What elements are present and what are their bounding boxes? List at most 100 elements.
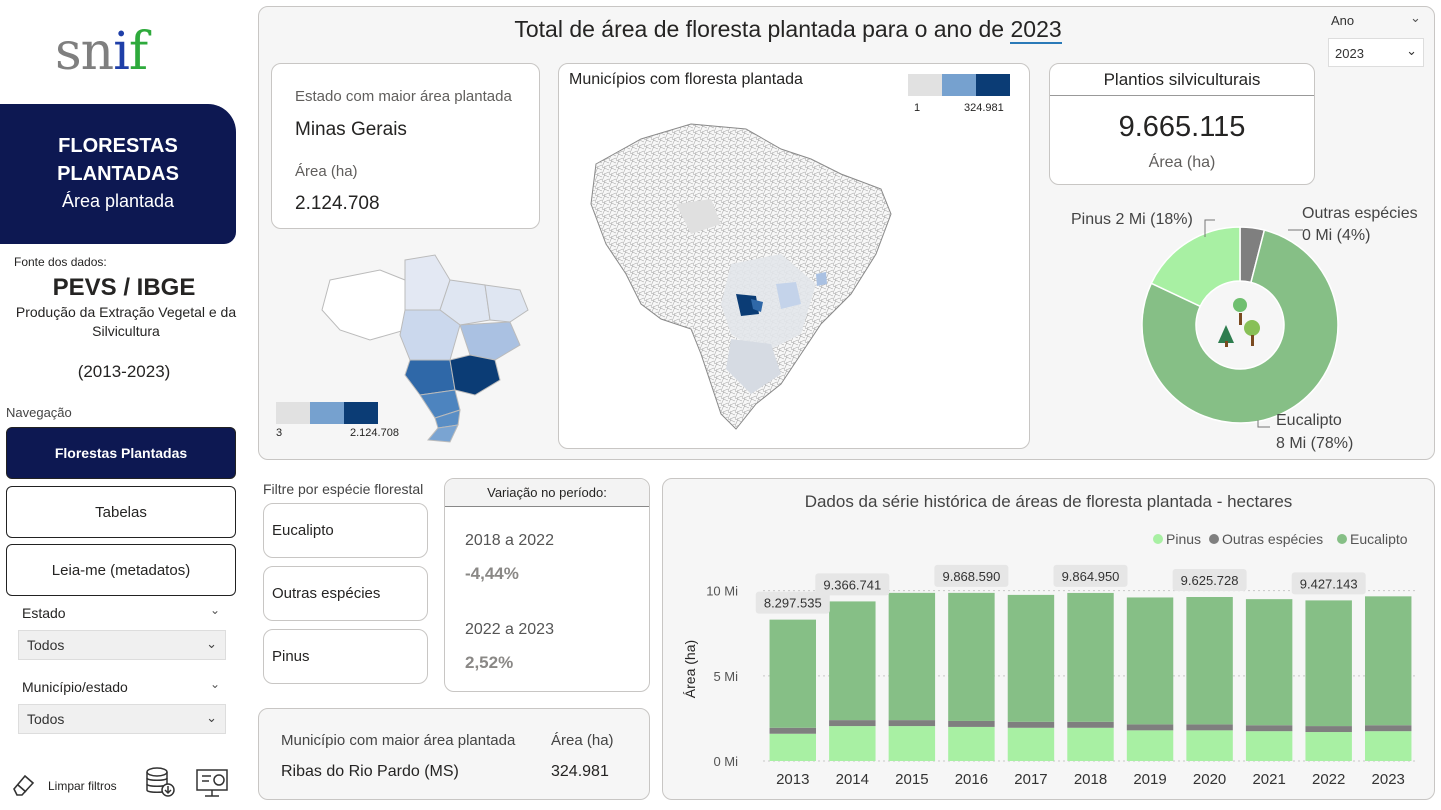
bar-outras-espécies-2023[interactable]: [1365, 725, 1412, 732]
bar-pinus-2021[interactable]: [1245, 731, 1293, 761]
bar-pinus-2014[interactable]: [829, 726, 876, 761]
municipalities-choropleth-map[interactable]: [581, 104, 901, 444]
database-download-icon[interactable]: [143, 766, 177, 798]
bar-outras-espécies-2021[interactable]: [1245, 725, 1293, 732]
species-option-pinus[interactable]: Pinus: [263, 629, 428, 684]
x-tick-label: 2019: [1133, 771, 1166, 788]
chart-title: Dados da série histórica de áreas de flo…: [804, 492, 1293, 511]
municipality-map-title: Municípios com floresta plantada: [569, 71, 803, 88]
legend-label-1[interactable]: Outras espécies: [1222, 531, 1323, 547]
stacked-bar-chart[interactable]: Pinus Outras espécies Eucalipto 0 Mi 5 Mi 10 …: [663, 479, 1434, 799]
data-label-bg: [1053, 564, 1128, 587]
bar-pinus-2019[interactable]: [1126, 730, 1174, 761]
bar-outras-espécies-2018[interactable]: [1067, 721, 1114, 728]
donut-slice-pinus[interactable]: [1150, 226, 1241, 308]
chevron-down-icon[interactable]: ⌄: [210, 603, 221, 617]
kpi-value: 9.665.115: [1118, 111, 1246, 143]
year-dropdown[interactable]: 2023 ⌄: [1328, 38, 1424, 67]
bar-eucalipto-2021[interactable]: [1245, 599, 1293, 726]
source-label: Fonte dos dados:: [14, 255, 107, 269]
x-tick-label: 2016: [955, 771, 988, 788]
bar-eucalipto-2013[interactable]: [769, 619, 816, 728]
data-label: 8.297.535: [764, 596, 822, 611]
bar-eucalipto-2014[interactable]: [829, 601, 876, 721]
state-legend-swatch-mid: [310, 402, 344, 424]
nav-label: Navegação: [6, 405, 72, 420]
bar-pinus-2023[interactable]: [1365, 731, 1412, 761]
bar-pinus-2015[interactable]: [888, 726, 936, 761]
bar-eucalipto-2022[interactable]: [1305, 600, 1352, 727]
municipality-legend-swatch-mid: [942, 74, 976, 96]
municipality-legend-max: 324.981: [964, 102, 1004, 114]
data-label: 9.427.143: [1300, 576, 1358, 591]
bar-eucalipto-2018[interactable]: [1067, 592, 1114, 722]
species-filter-label: Filtre por espécie florestal: [263, 481, 424, 497]
municipality-legend-swatch-high: [976, 74, 1010, 96]
nav-florestas-plantadas[interactable]: Florestas Plantadas: [6, 427, 236, 479]
chevron-down-icon[interactable]: ⌄: [1410, 10, 1421, 25]
bar-outras-espécies-2019[interactable]: [1126, 724, 1174, 731]
species-option-eucalipto[interactable]: Eucalipto: [263, 503, 428, 558]
state-card-label: Estado com maior área plantada: [295, 88, 512, 105]
bar-outras-espécies-2022[interactable]: [1305, 726, 1352, 733]
chevron-down-icon[interactable]: ⌄: [210, 677, 221, 691]
bar-pinus-2018[interactable]: [1067, 727, 1114, 761]
x-tick-label: 2013: [776, 771, 809, 788]
bar-pinus-2020[interactable]: [1186, 730, 1233, 761]
municipio-filter-label: Município/estado: [22, 679, 128, 695]
bar-outras-espécies-2014[interactable]: [829, 720, 876, 727]
variation-card: Variação no período: 2018 a 2022 -4,44% …: [444, 478, 650, 692]
bar-eucalipto-2020[interactable]: [1186, 597, 1233, 725]
state-legend-swatch-low: [276, 402, 310, 424]
bar-outras-espécies-2013[interactable]: [769, 727, 816, 734]
page-title: Total de área de floresta plantada para …: [514, 16, 1062, 44]
bar-outras-espécies-2017[interactable]: [1007, 721, 1055, 728]
bar-eucalipto-2015[interactable]: [888, 592, 936, 721]
kpi-unit: Área (ha): [1148, 154, 1216, 171]
species-donut-chart[interactable]: [1060, 195, 1430, 460]
bar-eucalipto-2016[interactable]: [948, 592, 995, 721]
municipio-dropdown[interactable]: Todos ⌄: [18, 704, 226, 734]
states-choropleth-map[interactable]: [310, 250, 540, 445]
estado-dropdown[interactable]: Todos ⌄: [18, 630, 226, 660]
hero-title-2: PLANTADAS: [57, 163, 179, 185]
species-option-outras[interactable]: Outras espécies: [263, 566, 428, 621]
y-tick-label: 0 Mi: [713, 754, 738, 769]
y-tick-label: 10 Mi: [706, 584, 738, 599]
chevron-down-icon: ⌄: [1406, 43, 1417, 58]
x-tick-label: 2021: [1252, 771, 1285, 788]
legend-label-2[interactable]: Eucalipto: [1350, 531, 1408, 547]
top-municipality-card: Município com maior área plantada Ribas …: [258, 708, 650, 800]
x-tick-label: 2018: [1074, 771, 1107, 788]
bar-outras-espécies-2016[interactable]: [948, 720, 995, 727]
bar-outras-espécies-2020[interactable]: [1186, 724, 1233, 731]
bar-outras-espécies-2015[interactable]: [888, 720, 936, 727]
nav-tabelas[interactable]: Tabelas: [6, 486, 236, 538]
monitor-settings-icon[interactable]: [195, 767, 231, 799]
variation-value-2: 2,52%: [465, 653, 514, 672]
clear-filters-button[interactable]: Limpar filtros: [48, 779, 117, 793]
data-label-bg: [815, 573, 890, 596]
data-label: 9.868.590: [942, 569, 1000, 584]
bar-pinus-2022[interactable]: [1305, 732, 1352, 761]
bar-pinus-2017[interactable]: [1007, 727, 1055, 761]
top-municipality-area-value: 324.981: [551, 763, 609, 780]
source-title: PEVS / IBGE: [52, 274, 196, 301]
eraser-icon[interactable]: [10, 772, 36, 798]
legend-label-0[interactable]: Pinus: [1166, 531, 1201, 547]
variation-period-2: 2022 a 2023: [465, 621, 554, 638]
bar-pinus-2016[interactable]: [948, 726, 995, 761]
bar-eucalipto-2023[interactable]: [1365, 596, 1412, 726]
bar-eucalipto-2017[interactable]: [1007, 594, 1055, 722]
bar-eucalipto-2019[interactable]: [1126, 597, 1174, 725]
donut-slice-eucalipto[interactable]: [1141, 229, 1339, 424]
municipality-map-card: Municípios com floresta plantada 1 324.9…: [558, 63, 1030, 449]
page-hero: FLORESTAS PLANTADAS Área plantada: [0, 104, 236, 244]
donut-label-eucalipto-value: 8 Mi (78%): [1276, 435, 1354, 452]
year-filter-label: Ano: [1331, 13, 1355, 28]
variation-period-1: 2018 a 2022: [465, 532, 554, 549]
nav-leia-me[interactable]: Leia-me (metadatos): [6, 544, 236, 596]
bar-pinus-2013[interactable]: [769, 733, 816, 761]
kpi-divider: [1050, 95, 1314, 96]
source-years: (2013-2023): [77, 362, 171, 381]
